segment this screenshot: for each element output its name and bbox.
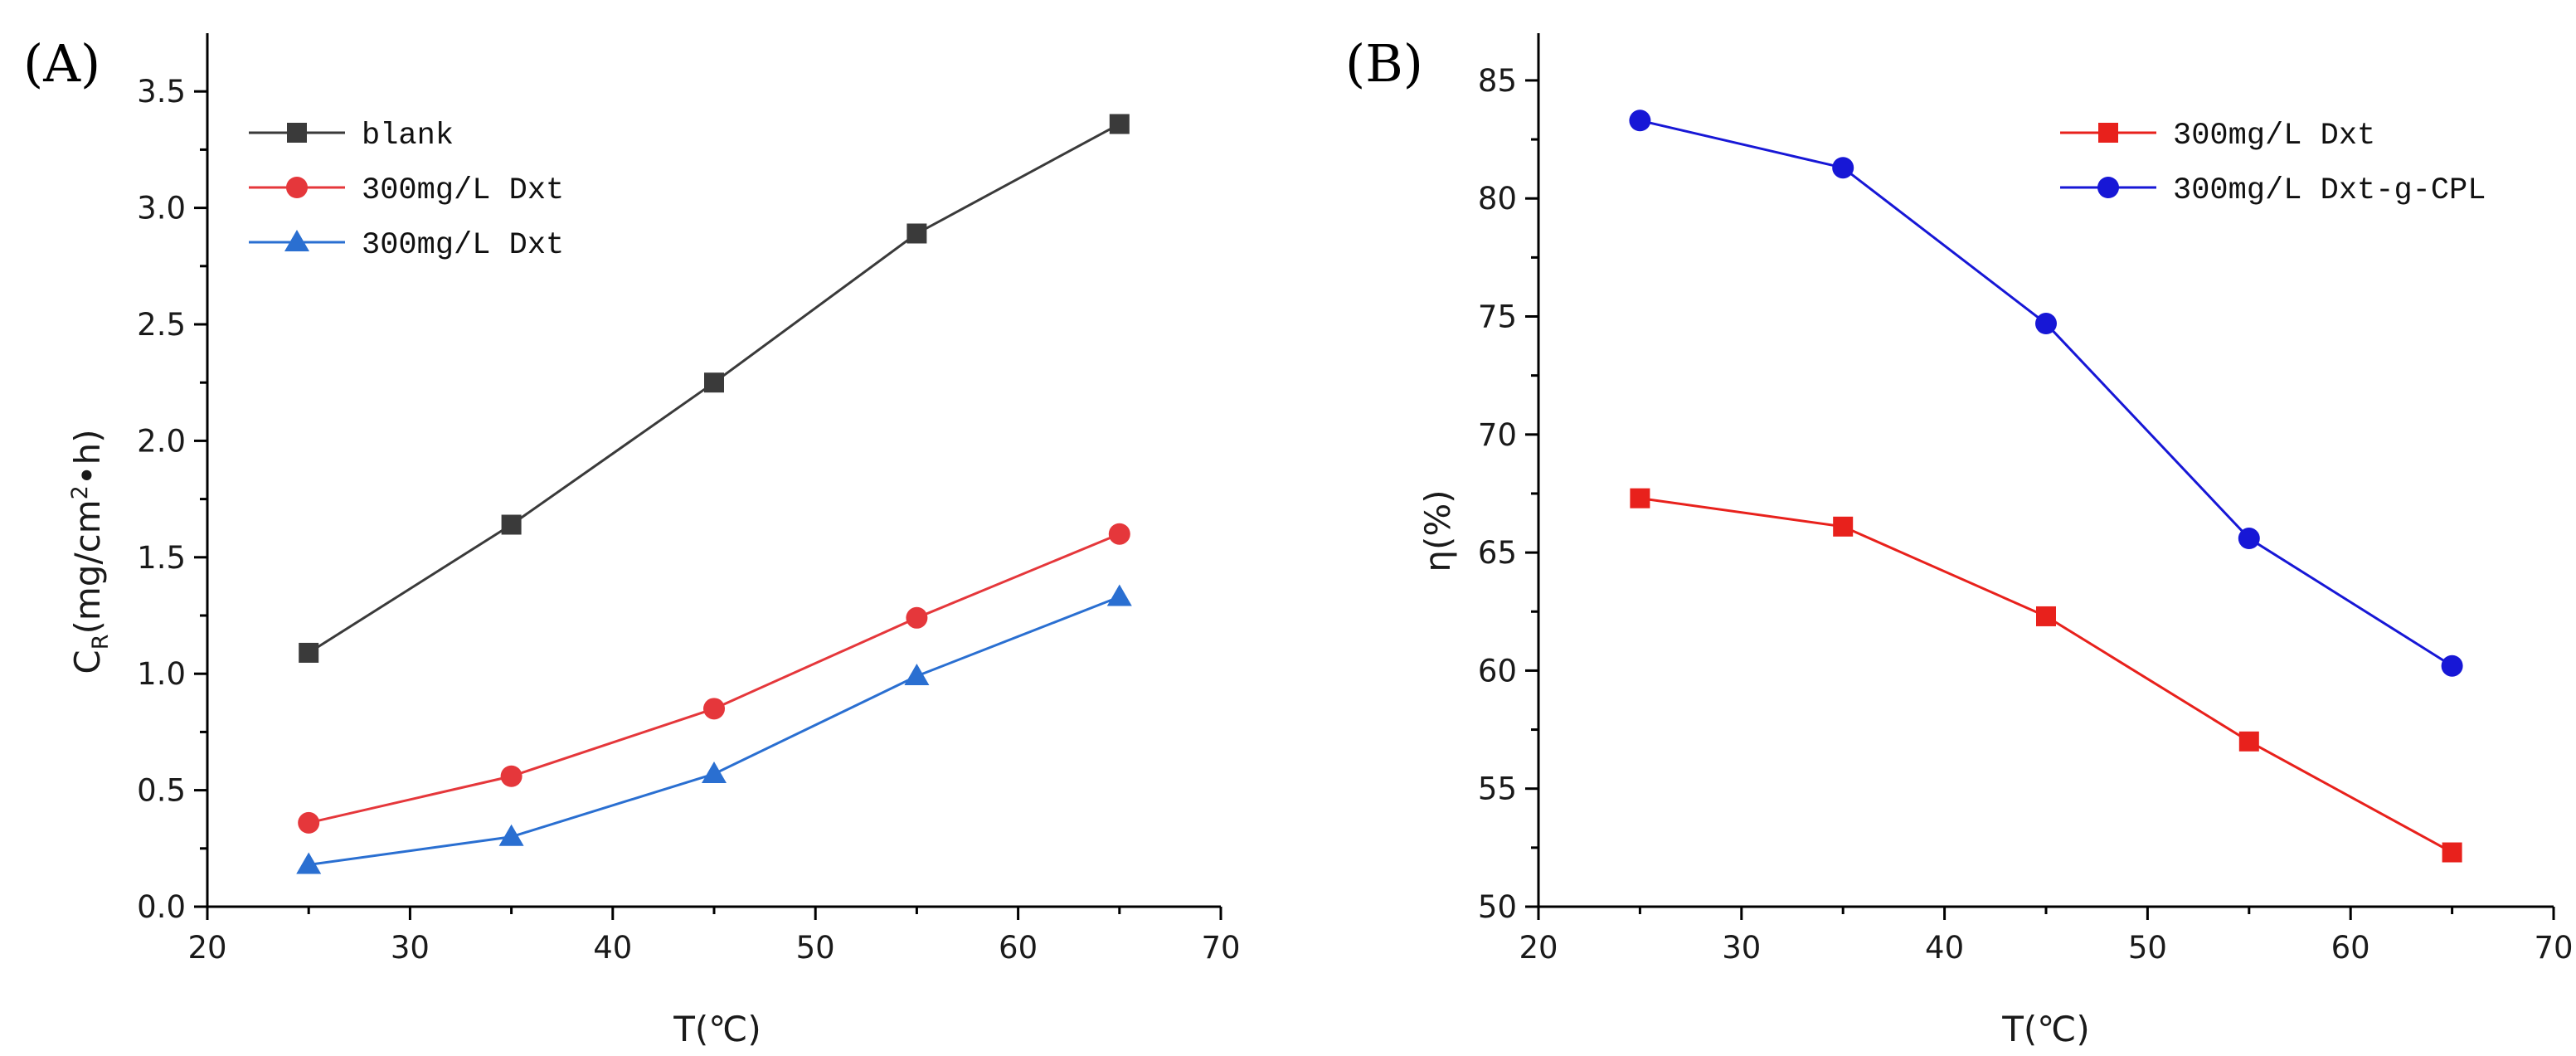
- data-point-a-2: [1106, 584, 1132, 606]
- x-tick-label-a: 60: [999, 930, 1038, 966]
- legend-item-b-0: 300mg/L Dxt: [2060, 119, 2375, 153]
- legend-item-a-0: blank: [249, 119, 454, 153]
- legend-item-b-1: 300mg/L Dxt-g-CPL: [2060, 173, 2486, 208]
- series-line-a-2: [308, 596, 1120, 866]
- data-point-a-1: [500, 765, 522, 787]
- x-tick-label-b: 60: [2331, 930, 2370, 966]
- x-tick-label-a: 20: [187, 930, 226, 966]
- y-tick-label-b: 75: [1478, 299, 1517, 335]
- data-point-a-0: [299, 642, 319, 663]
- y-tick-label-a: 1.0: [137, 656, 186, 692]
- legend-marker-a-0: [287, 123, 307, 143]
- y-axis-label-a-sub: R: [88, 635, 114, 650]
- y-tick-label-a: 3.5: [137, 74, 186, 109]
- x-tick-label-a: 70: [1201, 930, 1240, 966]
- data-point-a-1: [298, 811, 320, 834]
- data-point-a-2: [498, 824, 524, 846]
- y-tick-label-b: 65: [1478, 535, 1517, 571]
- legend-marker-b-0: [2098, 123, 2118, 143]
- legend-b: 300mg/L Dxt 300mg/L Dxt-g-CPL: [2060, 119, 2486, 208]
- data-point-b-0: [1630, 488, 1650, 509]
- y-tick-label-b: 55: [1478, 771, 1517, 807]
- y-axis-label-a: CR(mg/cm2•h): [67, 429, 114, 674]
- x-tick-label-b: 70: [2534, 930, 2573, 966]
- data-point-b-1: [2035, 313, 2057, 335]
- data-point-a-1: [703, 698, 725, 720]
- y-tick-label-a: 0.0: [137, 889, 186, 925]
- y-tick-label-b: 85: [1478, 63, 1517, 99]
- data-point-a-1: [906, 606, 928, 629]
- y-tick-label-a: 3.0: [137, 191, 186, 226]
- data-point-a-0: [1109, 114, 1130, 134]
- y-tick-label-a: 2.5: [137, 307, 186, 343]
- x-tick-label-a: 50: [796, 930, 835, 966]
- data-point-a-0: [906, 223, 927, 244]
- data-point-b-1: [1832, 157, 1854, 179]
- y-axis-label-a-rest: (mg/cm: [67, 499, 108, 634]
- data-point-a-1: [1108, 523, 1130, 545]
- legend-label-a-1: 300mg/L Dxt: [362, 173, 564, 208]
- legend-marker-b-1: [2097, 177, 2119, 198]
- x-axis-label-b: T(℃): [2001, 1009, 2090, 1049]
- legend-label-a-0: blank: [362, 119, 454, 153]
- y-tick-label-b: 60: [1478, 653, 1517, 689]
- data-point-b-0: [2442, 842, 2462, 863]
- chart-panel-a: (A) blank 300mg/L Dxt 300mg/L Dxt 20 30 40 50…: [23, 33, 1241, 1049]
- data-point-b-0: [2238, 731, 2259, 752]
- y-axis-label-a-sup: 2: [67, 485, 93, 499]
- y-tick-label-b: 80: [1478, 181, 1517, 217]
- data-point-b-0: [2036, 606, 2056, 626]
- legend-item-a-1: 300mg/L Dxt: [249, 173, 564, 208]
- x-tick-label-b: 40: [1925, 930, 1964, 966]
- x-tick-label-a: 30: [391, 930, 430, 966]
- legend-label-b-1: 300mg/L Dxt-g-CPL: [2173, 173, 2486, 208]
- x-tick-label-b: 30: [1722, 930, 1761, 966]
- legend-label-a-2: 300mg/L Dxt: [362, 228, 564, 263]
- y-axis-label-a-main: C: [67, 650, 108, 674]
- y-tick-label-a: 1.5: [137, 540, 186, 576]
- data-point-b-1: [1629, 109, 1651, 132]
- y-tick-label-b: 50: [1478, 889, 1517, 925]
- series-line-b-0: [1640, 497, 2453, 854]
- y-tick-label-a: 2.0: [137, 423, 186, 459]
- data-point-b-0: [1833, 516, 1854, 537]
- legend-item-a-2: 300mg/L Dxt: [249, 228, 564, 263]
- chart-panel-b: (B) 300mg/L Dxt 300mg/L Dxt-g-CPL 20 30 40 5…: [1345, 33, 2574, 1049]
- data-point-b-1: [2238, 528, 2260, 550]
- data-point-b-1: [2441, 655, 2463, 677]
- y-axis-label-a-end: •h): [67, 429, 108, 485]
- x-tick-label-a: 40: [593, 930, 632, 966]
- legend-marker-a-1: [286, 177, 308, 198]
- data-point-a-2: [702, 761, 727, 783]
- data-point-a-0: [501, 514, 522, 535]
- legend-label-b-0: 300mg/L Dxt: [2173, 119, 2375, 153]
- data-point-a-2: [296, 852, 322, 874]
- axes-b: 20 30 40 50 60 70 50 55 60 65 70 75 80 85: [1478, 33, 2574, 966]
- data-point-a-2: [904, 664, 930, 686]
- y-tick-label-b: 70: [1478, 417, 1517, 453]
- y-tick-label-a: 0.5: [137, 773, 186, 809]
- panel-label-b: (B): [1345, 33, 1423, 94]
- axes-a: 20 30 40 50 60 70 0.0 0.5 1.0 1.5 2.0 2.5 3.0 3.5: [137, 33, 1241, 966]
- panel-label-a: (A): [23, 33, 100, 94]
- x-axis-label-a: T(℃): [673, 1009, 761, 1049]
- data-point-a-0: [704, 372, 724, 393]
- legend-a: blank 300mg/L Dxt 300mg/L Dxt: [249, 119, 564, 263]
- y-axis-label-b: η(%): [1417, 489, 1458, 572]
- legend-marker-a-2: [284, 230, 309, 251]
- x-tick-label-b: 20: [1519, 930, 1558, 966]
- x-tick-label-b: 50: [2128, 930, 2167, 966]
